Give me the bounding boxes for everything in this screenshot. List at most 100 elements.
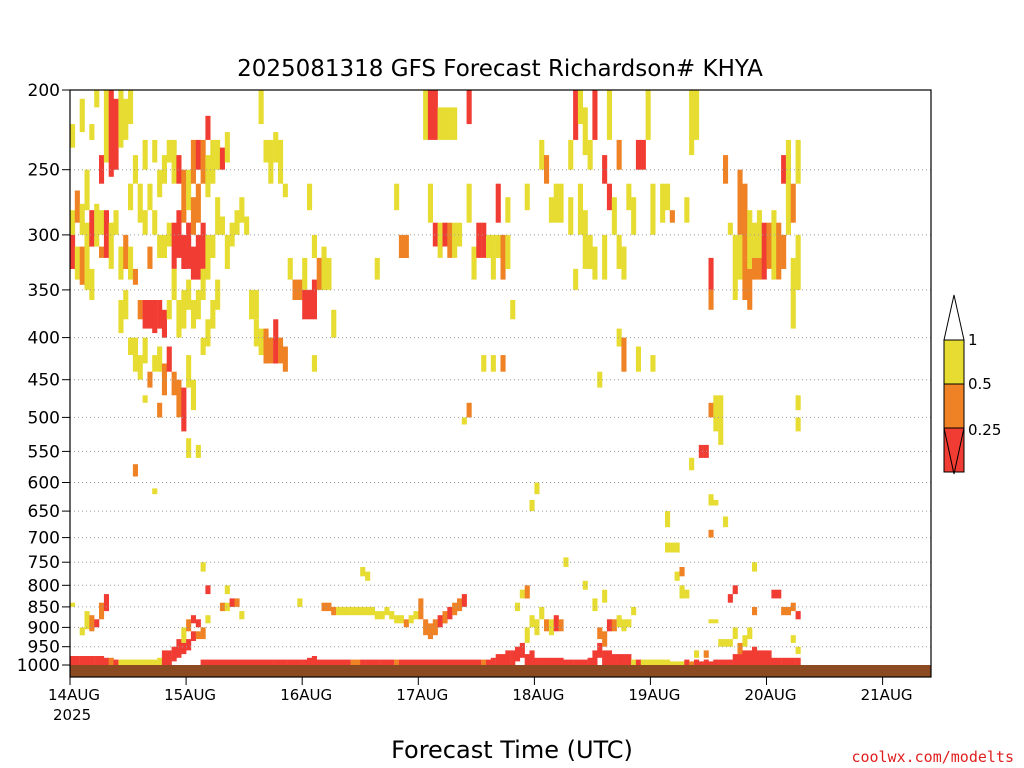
ri-cell-low bbox=[384, 659, 390, 665]
colorbar: 1 0.5 0.25 bbox=[943, 294, 1001, 475]
ri-cell-high bbox=[215, 197, 221, 235]
ri-cell-high bbox=[577, 90, 583, 125]
ri-cell-high bbox=[529, 615, 535, 628]
ri-cell-mid bbox=[742, 257, 748, 300]
ri-cell-high bbox=[539, 606, 545, 620]
ri-cell-mid bbox=[423, 619, 429, 636]
ri-cell-mid bbox=[186, 619, 192, 632]
ri-cell-low bbox=[476, 222, 482, 258]
ri-cell-high bbox=[147, 183, 153, 211]
ri-cell-high bbox=[394, 615, 400, 624]
ri-cell-high bbox=[510, 300, 516, 320]
ri-cell-high bbox=[423, 90, 429, 140]
ri-cell-low bbox=[461, 594, 467, 607]
ri-cell-high bbox=[166, 139, 172, 163]
ri-cell-high bbox=[577, 183, 583, 235]
ri-cell-high bbox=[568, 139, 574, 170]
ri-cell-high bbox=[374, 611, 380, 620]
ri-cell-high bbox=[224, 602, 230, 612]
ri-cell-high bbox=[616, 328, 622, 347]
ri-cell-low bbox=[84, 656, 90, 665]
ri-cell-mid bbox=[442, 611, 448, 624]
ri-cell-high bbox=[442, 107, 448, 140]
ri-cell-mid bbox=[737, 169, 743, 235]
ri-cell-low bbox=[161, 650, 167, 665]
ri-cell-high bbox=[790, 635, 796, 643]
ri-cell-high bbox=[471, 246, 477, 280]
ri-cell-low bbox=[79, 656, 85, 665]
ri-cell-high bbox=[108, 222, 114, 269]
ri-cell-high bbox=[157, 234, 163, 258]
ri-cell-low bbox=[103, 657, 109, 665]
ri-cell-low bbox=[495, 183, 501, 223]
ri-cell-low bbox=[89, 210, 95, 247]
ri-cell-high bbox=[534, 482, 540, 495]
ri-cell-high bbox=[205, 319, 211, 347]
ri-cell-low bbox=[723, 659, 729, 665]
ri-cell-low bbox=[713, 659, 719, 665]
ri-cell-mid bbox=[132, 268, 138, 285]
y-tick-label: 700 bbox=[28, 529, 60, 549]
ri-cell-low bbox=[195, 234, 201, 280]
colorbar-bin-high bbox=[943, 339, 965, 385]
ri-cell-high bbox=[587, 234, 593, 269]
ri-cell-high bbox=[437, 222, 443, 258]
ri-cell-high bbox=[161, 155, 167, 184]
ri-cell-mid bbox=[708, 402, 714, 418]
ri-cell-mid bbox=[74, 190, 80, 223]
ri-cell-low bbox=[205, 585, 211, 595]
ri-cell-high bbox=[118, 300, 124, 334]
ri-cell-high bbox=[795, 395, 801, 411]
ri-cell-low bbox=[568, 659, 574, 665]
ri-cell-low bbox=[282, 659, 288, 665]
x-tick-label: 21AUG bbox=[861, 686, 913, 704]
ri-cell-high bbox=[113, 210, 119, 235]
ri-cell-low bbox=[616, 654, 622, 665]
ri-cell-high bbox=[713, 395, 719, 432]
ri-cell-high bbox=[384, 606, 390, 616]
ri-cell-high bbox=[128, 246, 134, 280]
ri-cell-low bbox=[447, 659, 453, 665]
ri-cell-mid bbox=[481, 659, 487, 665]
ri-cell-low bbox=[113, 659, 119, 665]
x-axis-label: Forecast Time (UTC) bbox=[391, 736, 633, 764]
ri-cell-low bbox=[253, 659, 259, 665]
ri-cell-high bbox=[689, 90, 695, 156]
ri-cell-mid bbox=[418, 598, 424, 620]
ri-cell-low bbox=[103, 594, 109, 612]
ri-cell-mid bbox=[742, 183, 748, 258]
ri-cell-mid bbox=[747, 268, 753, 310]
ri-cell-low bbox=[611, 654, 617, 665]
ri-cell-high bbox=[190, 300, 196, 329]
ri-cell-high bbox=[186, 279, 192, 310]
ri-cell-low bbox=[200, 222, 206, 269]
ri-cell-low bbox=[336, 659, 342, 665]
ri-cell-high bbox=[345, 606, 351, 616]
ri-cell-low bbox=[166, 346, 172, 372]
ri-cell-high bbox=[374, 257, 380, 280]
credit-link[interactable]: coolwx.com/modelts bbox=[851, 748, 1014, 766]
ri-cell-high bbox=[597, 371, 603, 388]
ri-cell-high bbox=[621, 619, 627, 632]
ri-cell-low bbox=[597, 642, 603, 658]
ri-cell-high bbox=[273, 132, 279, 163]
ri-cell-high bbox=[297, 598, 303, 607]
ri-cell-low bbox=[249, 659, 255, 665]
ri-cell-high bbox=[195, 289, 201, 320]
ri-cell-high bbox=[790, 257, 796, 329]
ri-cell-high bbox=[611, 197, 617, 235]
ri-cell-high bbox=[350, 606, 356, 616]
ri-cell-low bbox=[635, 659, 641, 665]
ri-cell-low bbox=[210, 659, 216, 665]
ri-cell-high bbox=[655, 659, 661, 665]
x-tick-label: 19AUG bbox=[628, 686, 680, 704]
ri-cell-high bbox=[239, 197, 245, 223]
ri-cell-high bbox=[447, 107, 453, 140]
ri-cell-high bbox=[756, 210, 762, 258]
ri-cell-high bbox=[665, 659, 671, 665]
ri-cell-mid bbox=[200, 139, 206, 184]
ri-cell-low bbox=[708, 661, 714, 665]
ri-cell-high bbox=[718, 639, 724, 647]
ri-cell-low bbox=[413, 659, 419, 665]
ri-cell-high bbox=[369, 606, 375, 616]
